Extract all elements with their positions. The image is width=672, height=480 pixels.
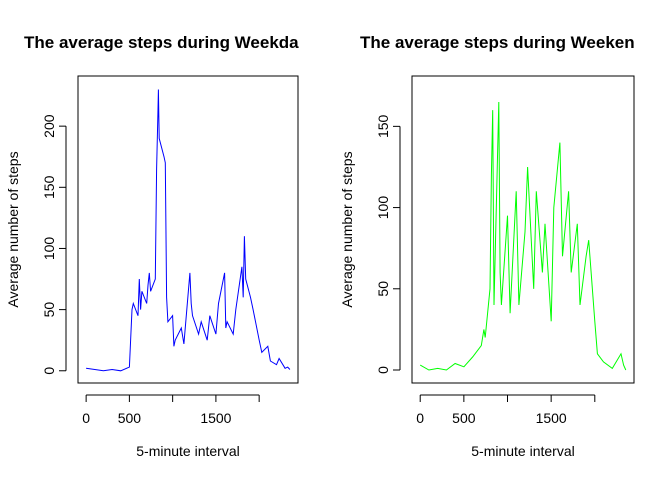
data-line — [86, 89, 291, 372]
plot-box — [411, 75, 635, 384]
x-tick-label: 500 — [452, 410, 476, 426]
y-tick-label: 0 — [41, 367, 57, 375]
x-tick-label: 0 — [416, 410, 424, 426]
y-axis-label: Average number of steps — [5, 151, 21, 307]
x-tick-label: 500 — [118, 410, 142, 426]
y-tick-label: 50 — [41, 302, 57, 318]
y-axis-label: Average number of steps — [339, 151, 355, 307]
x-tick-label: 1500 — [536, 410, 567, 426]
plot-box — [77, 75, 299, 384]
y-tick-label: 150 — [41, 175, 57, 199]
y-tick-label: 100 — [375, 196, 391, 220]
x-tick-label: 1500 — [200, 410, 231, 426]
y-tick-label: 100 — [41, 237, 57, 261]
y-tick-label: 200 — [41, 114, 57, 138]
data-line — [419, 101, 627, 371]
x-tick-label: 0 — [82, 410, 90, 426]
chart-title: The average steps during Weeken — [360, 33, 635, 52]
x-axis-label: 5-minute interval — [136, 443, 240, 459]
x-axis-label: 5-minute interval — [471, 443, 575, 459]
y-tick-label: 0 — [375, 366, 391, 374]
y-tick-label: 50 — [375, 281, 391, 297]
chart-title: The average steps during Weekda — [24, 33, 299, 52]
y-tick-label: 150 — [375, 114, 391, 138]
